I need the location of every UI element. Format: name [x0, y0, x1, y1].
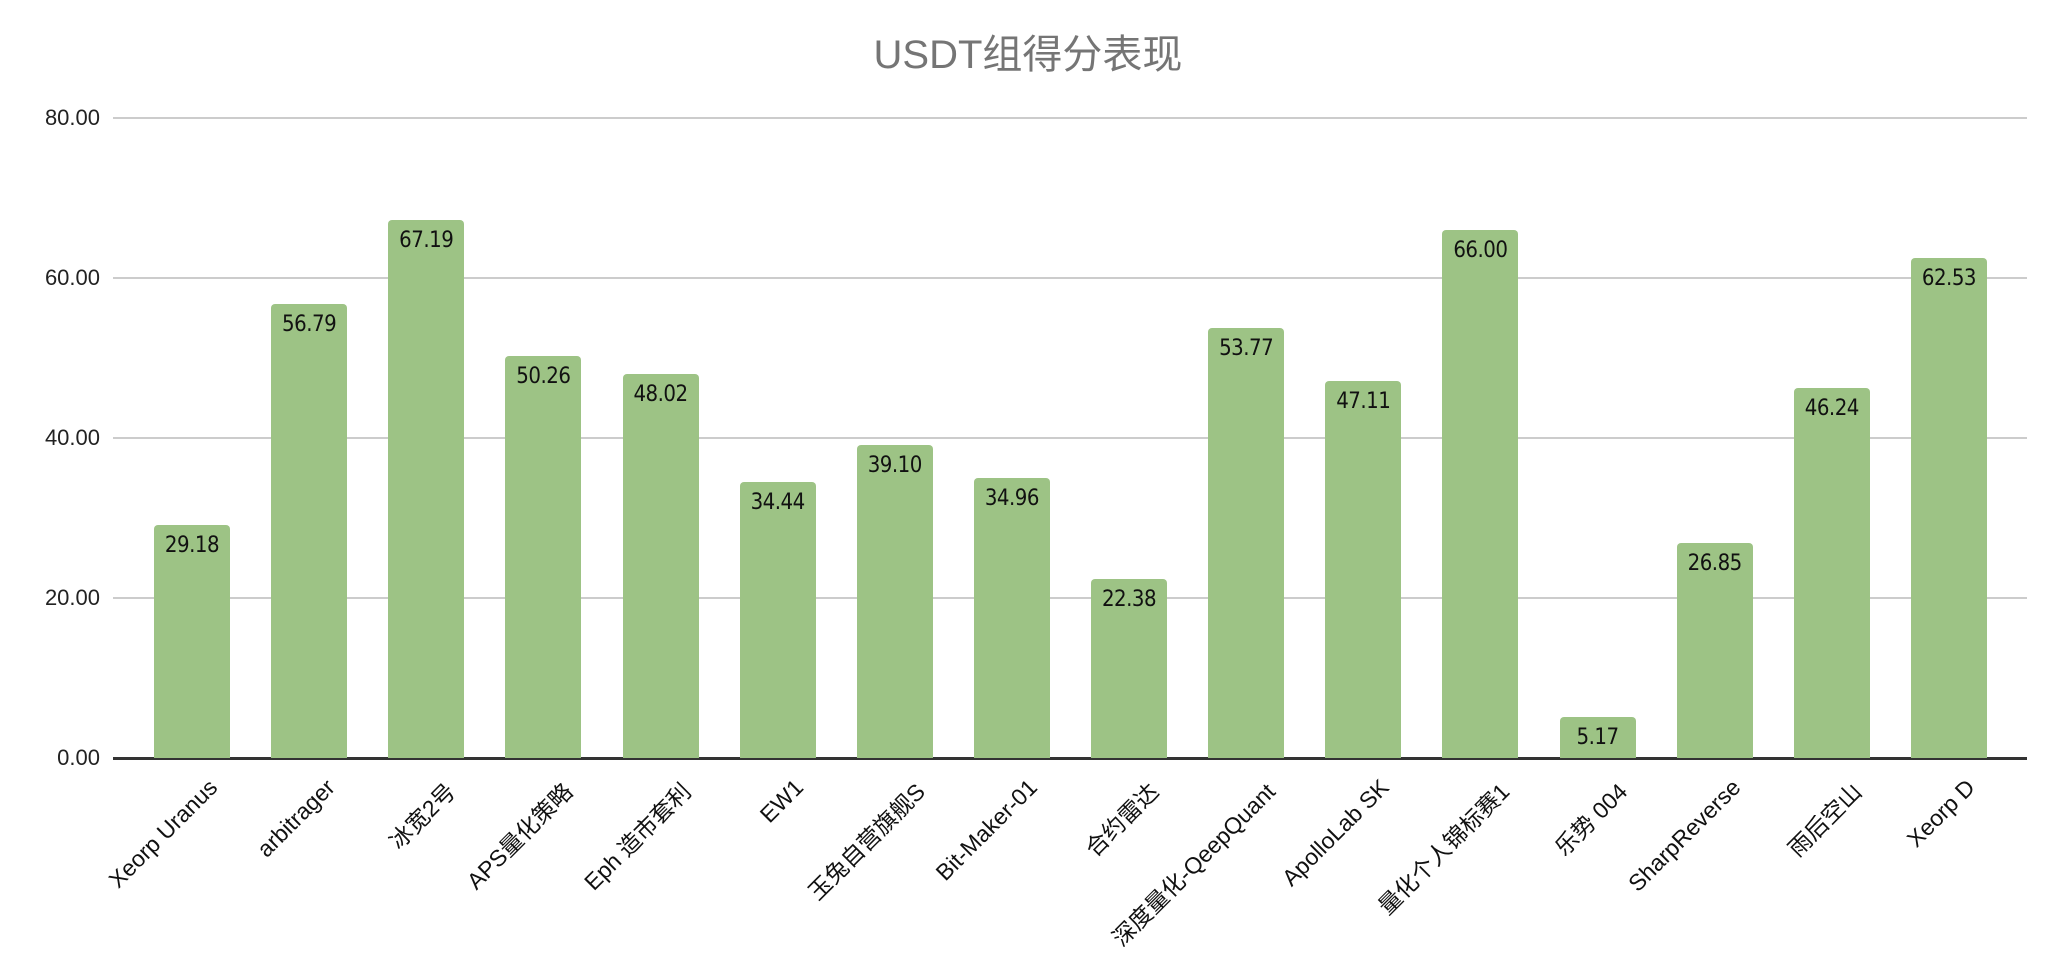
bar-value-label: 39.10 — [867, 453, 923, 479]
bar[interactable]: 48.02 — [622, 373, 699, 758]
x-axis-category-label: 乐势 004 — [1549, 778, 1632, 861]
bar[interactable]: 26.85 — [1676, 543, 1753, 758]
bar[interactable]: 34.96 — [973, 478, 1050, 758]
bar-value-label: 50.26 — [516, 363, 571, 389]
y-axis-tick-label: 0.00 — [57, 745, 100, 770]
gridline — [113, 437, 2027, 439]
x-axis-category-label: Bit-Maker-01 — [930, 774, 1042, 886]
y-axis-tick-label: 40.00 — [44, 425, 100, 450]
bar-value-label: 48.02 — [633, 381, 688, 407]
x-axis-category-label: EW1 — [754, 774, 808, 828]
x-axis-category-label: Xeorp D — [1901, 774, 1980, 853]
x-axis-category-label: 玉兔自营旗舰S — [802, 778, 930, 906]
bar-value-label: 34.96 — [984, 486, 1040, 512]
y-axis-tick-label: 60.00 — [44, 265, 100, 290]
y-axis-tick-label: 20.00 — [44, 585, 100, 610]
bar[interactable]: 22.38 — [1091, 578, 1168, 758]
chart-title: USDT组得分表现 — [873, 33, 1183, 77]
bar[interactable]: 47.11 — [1325, 381, 1402, 758]
gridline — [113, 277, 2027, 279]
x-axis-category-label: arbitrager — [251, 774, 340, 862]
x-axis-category-label: Eph 造市套利 — [578, 778, 696, 896]
bar[interactable]: 66.00 — [1442, 230, 1519, 758]
x-axis-category-label: 雨后空山 — [1783, 778, 1867, 862]
bar-value-label: 34.44 — [750, 490, 806, 516]
bar[interactable]: 56.79 — [271, 303, 348, 758]
y-axis-tick-label: 80.00 — [44, 105, 100, 130]
bar[interactable]: 39.10 — [856, 445, 933, 758]
bar-value-label: 66.00 — [1453, 238, 1508, 263]
x-axis-category-label: ApolloLab SK — [1277, 774, 1395, 891]
x-axis-category-label: APS量化策略 — [462, 778, 579, 895]
bar-value-label: 56.79 — [282, 311, 337, 337]
bar[interactable]: 50.26 — [505, 355, 582, 758]
gridline — [113, 117, 2027, 119]
bar[interactable]: 5.17 — [1559, 716, 1636, 758]
bar-value-label: 29.18 — [164, 532, 220, 558]
bar[interactable]: 46.24 — [1793, 388, 1870, 758]
bar-value-label: 5.17 — [1576, 724, 1620, 750]
bar[interactable]: 29.18 — [154, 524, 230, 758]
bar-value-label: 53.77 — [1219, 335, 1274, 361]
x-axis-baseline — [113, 757, 2027, 760]
bar[interactable]: 62.53 — [1910, 257, 1987, 758]
bar-value-label: 26.85 — [1687, 551, 1743, 577]
bar[interactable]: 67.19 — [388, 220, 465, 758]
x-axis-category-label: Xeorp Uranus — [103, 774, 223, 893]
bar-value-label: 46.24 — [1804, 396, 1860, 422]
gridline — [113, 597, 2027, 599]
bar[interactable]: 34.44 — [739, 482, 816, 758]
x-axis-category-label: SharpReverse — [1622, 774, 1746, 897]
bar-value-label: 67.19 — [399, 228, 454, 254]
x-axis-category-label: 合约雷达 — [1080, 778, 1164, 862]
bar-value-label: 22.38 — [1101, 586, 1157, 612]
bar-value-label: 62.53 — [1921, 265, 1977, 291]
bar-value-label: 47.11 — [1336, 389, 1391, 415]
bar[interactable]: 53.77 — [1208, 327, 1285, 758]
x-axis-category-label: 冰宽2号 — [384, 778, 461, 855]
